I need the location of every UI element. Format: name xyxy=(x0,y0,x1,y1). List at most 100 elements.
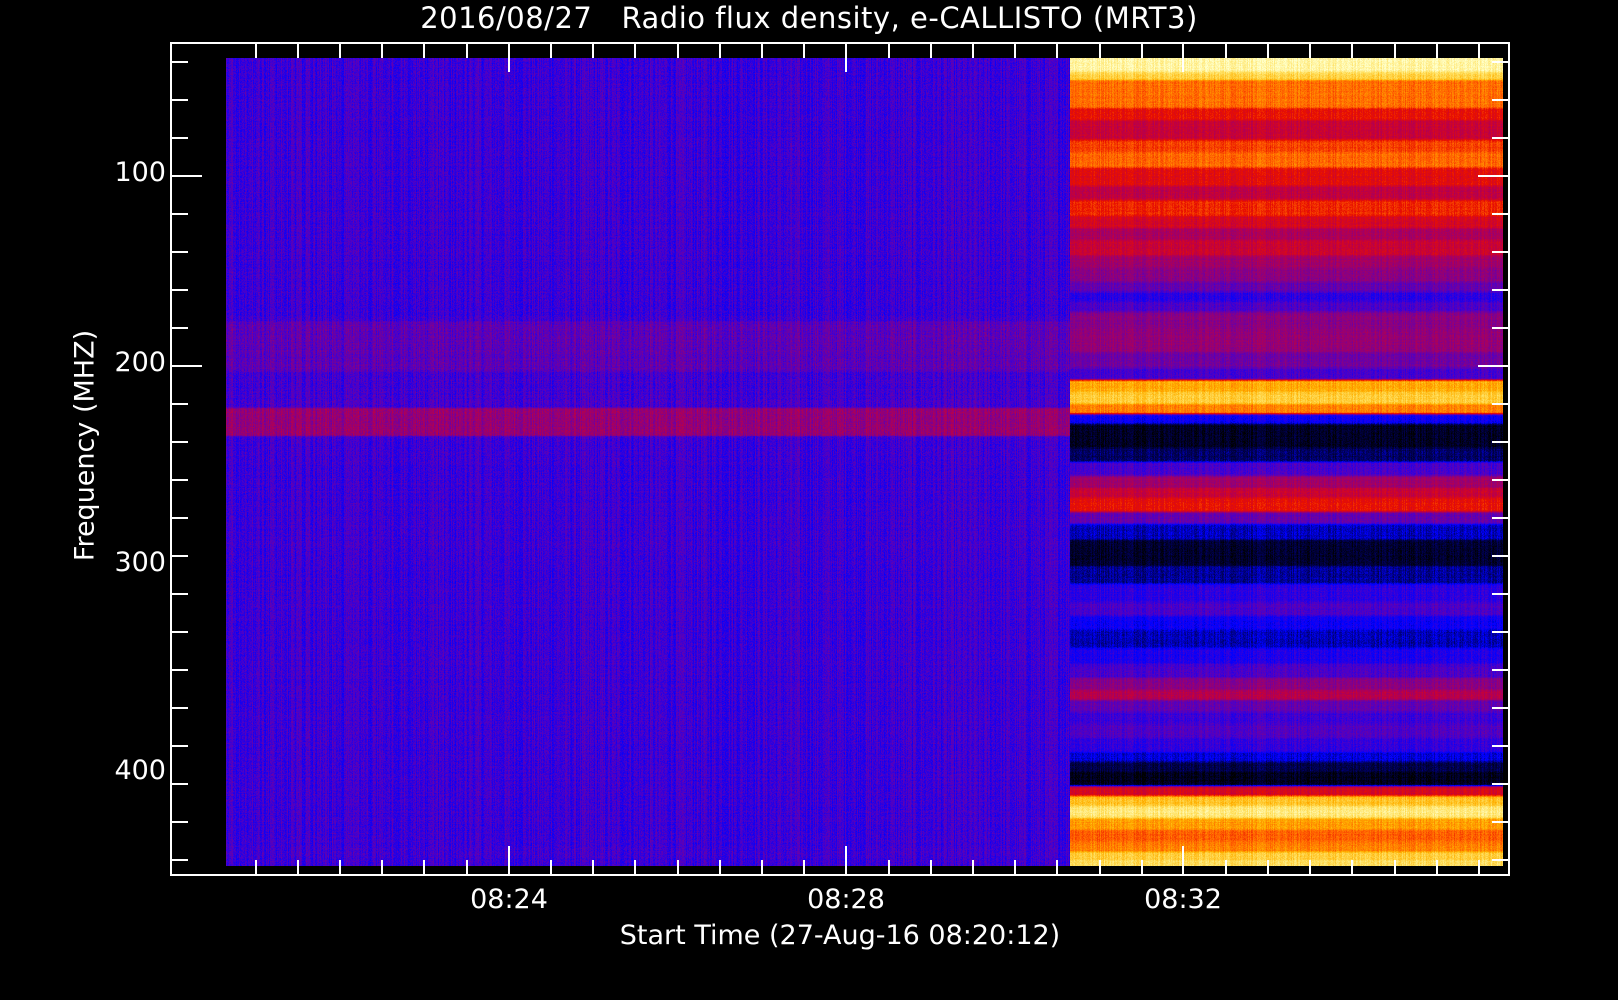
y-axis-tick xyxy=(1492,859,1508,861)
y-axis-tick-label: 200 xyxy=(114,347,166,378)
x-axis-tick xyxy=(719,44,721,58)
x-axis-tick xyxy=(508,846,510,874)
page-title: 2016/08/27 Radio flux density, e-CALLIST… xyxy=(420,1,1198,35)
x-axis-tick xyxy=(339,44,341,58)
y-axis-tick xyxy=(1492,479,1508,481)
y-axis-tick xyxy=(1492,289,1508,291)
x-axis-tick xyxy=(1267,44,1269,58)
x-axis-tick xyxy=(719,860,721,874)
x-axis-tick xyxy=(592,860,594,874)
x-axis-tick xyxy=(1309,860,1311,874)
y-axis-tick xyxy=(1492,783,1508,785)
x-axis-tick xyxy=(1394,44,1396,58)
x-axis-tick xyxy=(466,860,468,874)
x-axis-tick xyxy=(1478,860,1480,874)
y-axis-tick xyxy=(172,707,188,709)
x-axis-tick xyxy=(1182,846,1184,874)
y-axis-tick xyxy=(172,479,188,481)
y-axis-tick xyxy=(172,327,188,329)
x-axis-tick-label: 08:32 xyxy=(1144,884,1222,915)
y-axis-tick xyxy=(1492,327,1508,329)
x-axis-tick xyxy=(1478,44,1480,58)
y-axis-tick xyxy=(1492,821,1508,823)
x-axis-tick xyxy=(803,860,805,874)
x-axis-tick xyxy=(634,44,636,58)
y-axis-tick xyxy=(172,669,188,671)
x-axis-tick xyxy=(1225,44,1227,58)
x-axis-tick xyxy=(1056,44,1058,58)
x-axis-tick xyxy=(1394,860,1396,874)
x-axis-tick xyxy=(297,860,299,874)
y-axis-tick xyxy=(172,175,202,177)
y-axis-tick xyxy=(172,441,188,443)
y-axis-tick xyxy=(172,783,188,785)
x-axis-tick xyxy=(845,44,847,72)
y-axis-tick xyxy=(172,821,188,823)
x-axis-tick xyxy=(550,44,552,58)
x-axis-tick xyxy=(255,44,257,58)
x-axis-tick-label: 08:24 xyxy=(470,884,548,915)
x-axis-tick xyxy=(1056,860,1058,874)
y-axis-title: Frequency (MHZ) xyxy=(69,329,101,562)
y-axis-tick xyxy=(172,593,188,595)
y-axis-tick xyxy=(172,631,188,633)
x-axis-tick xyxy=(423,44,425,58)
y-axis-tick xyxy=(1492,61,1508,63)
x-axis-tick xyxy=(634,860,636,874)
spectrogram-image xyxy=(226,58,1503,866)
y-axis-tick xyxy=(1478,175,1508,177)
x-axis-tick xyxy=(972,44,974,58)
x-axis-tick xyxy=(1267,860,1269,874)
x-axis-tick xyxy=(423,860,425,874)
x-axis-tick-label: 08:28 xyxy=(807,884,885,915)
x-axis-tick xyxy=(845,846,847,874)
x-axis-tick xyxy=(1099,860,1101,874)
x-axis-tick xyxy=(677,860,679,874)
y-axis-tick xyxy=(1492,707,1508,709)
y-axis-tick xyxy=(1492,137,1508,139)
y-axis-tick-label: 400 xyxy=(114,755,166,786)
x-axis-tick xyxy=(592,44,594,58)
x-axis-tick xyxy=(803,44,805,58)
x-axis-tick xyxy=(339,860,341,874)
y-axis-tick xyxy=(1478,365,1508,367)
x-axis-tick xyxy=(1099,44,1101,58)
x-axis-tick xyxy=(1436,860,1438,874)
x-axis-tick xyxy=(1141,44,1143,58)
x-axis-tick xyxy=(1351,860,1353,874)
x-axis-tick xyxy=(550,860,552,874)
y-axis-tick-label: 300 xyxy=(114,547,166,578)
y-axis-tick xyxy=(1492,745,1508,747)
x-axis-tick xyxy=(1436,44,1438,58)
x-axis-tick xyxy=(888,860,890,874)
x-axis-tick xyxy=(1014,860,1016,874)
y-axis-tick xyxy=(172,99,188,101)
x-axis-tick xyxy=(255,860,257,874)
x-axis-tick xyxy=(1182,44,1184,72)
y-axis-tick xyxy=(172,745,188,747)
y-axis-tick xyxy=(1492,631,1508,633)
y-axis-tick xyxy=(172,61,188,63)
x-axis-tick xyxy=(1141,860,1143,874)
y-axis-tick xyxy=(1492,251,1508,253)
y-axis-tick xyxy=(172,251,188,253)
x-axis-tick xyxy=(761,44,763,58)
x-axis-tick xyxy=(677,44,679,58)
y-axis-tick xyxy=(1492,441,1508,443)
y-axis-tick-label: 100 xyxy=(114,157,166,188)
x-axis-tick xyxy=(930,860,932,874)
y-axis-tick xyxy=(172,213,188,215)
x-axis-tick xyxy=(466,44,468,58)
axes-frame xyxy=(170,42,1510,876)
y-axis-tick xyxy=(1492,517,1508,519)
y-axis-tick xyxy=(172,403,188,405)
x-axis-tick xyxy=(381,44,383,58)
x-axis-tick xyxy=(1351,44,1353,58)
y-axis-tick xyxy=(1492,403,1508,405)
x-axis-tick xyxy=(761,860,763,874)
x-axis-tick xyxy=(508,44,510,72)
y-axis-tick xyxy=(172,859,188,861)
y-axis-tick xyxy=(1492,213,1508,215)
y-axis-tick xyxy=(1492,99,1508,101)
